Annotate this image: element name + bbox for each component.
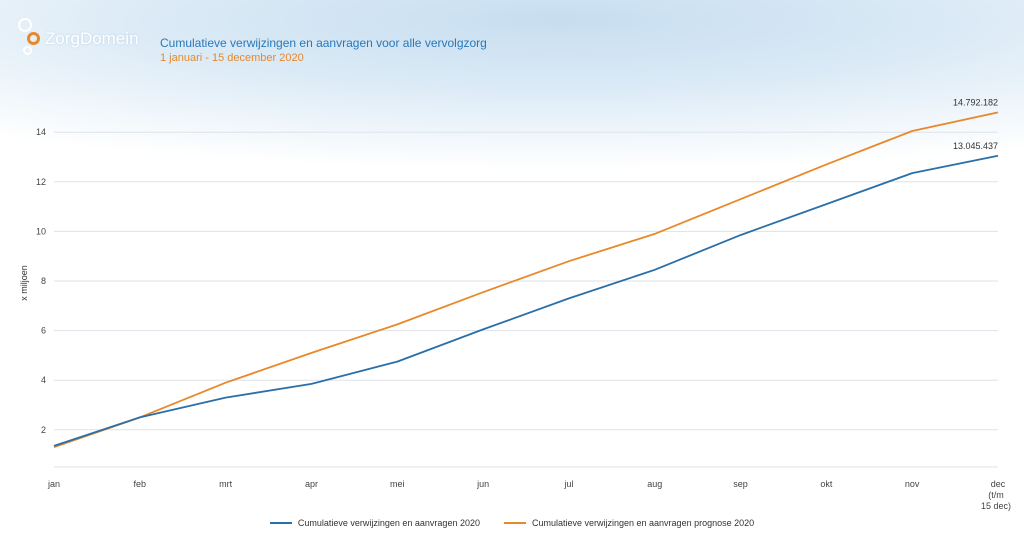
logo-circles-icon	[16, 18, 42, 58]
y-tick-label-2: 2	[41, 425, 46, 435]
legend-label-actual: Cumulatieve verwijzingen en aanvragen 20…	[297, 518, 480, 528]
y-tick-label-6: 6	[41, 326, 46, 336]
legend-swatch-actual	[269, 522, 292, 524]
chart-title: Cumulatieve verwijzingen en aanvragen vo…	[160, 36, 487, 50]
legend-item-actual: Cumulatieve verwijzingen en aanvragen 20…	[269, 518, 480, 528]
chart-subtitle: 1 januari - 15 december 2020	[160, 52, 304, 64]
legend-swatch-forecast	[503, 522, 526, 524]
x-tick-label-jul: jul	[563, 479, 573, 489]
series-line-1	[53, 111, 999, 449]
legend-item-forecast: Cumulatieve verwijzingen en aanvragen pr…	[503, 518, 755, 528]
x-tick-label-dec: dec	[991, 479, 1006, 489]
x-tick-label-feb: feb	[134, 479, 147, 489]
y-tick-label-14: 14	[36, 127, 46, 137]
chart-legend: Cumulatieve verwijzingen en aanvragen 20…	[0, 518, 1024, 528]
x-tick-label-jan: jan	[47, 479, 60, 489]
x-tick-label-mrt: mrt	[219, 479, 232, 489]
x-tick-label-nov: nov	[905, 479, 920, 489]
y-tick-label-8: 8	[41, 276, 46, 286]
y-tick-label-4: 4	[41, 375, 46, 385]
end-value-label-1: 14.792.182	[953, 97, 998, 107]
x-tick-label-apr: apr	[305, 479, 318, 489]
x-tick-label-sep: sep	[733, 479, 748, 489]
x-tick-note-dec-0: (t/m	[988, 490, 1004, 500]
series-line-0	[53, 154, 999, 447]
header-background	[0, 0, 1024, 200]
x-tick-label-aug: aug	[647, 479, 662, 489]
x-tick-label-okt: okt	[820, 479, 833, 489]
x-tick-label-jun: jun	[476, 479, 489, 489]
x-tick-note-dec-1: 15 dec)	[981, 501, 1011, 511]
y-axis-label: x miljoen	[19, 265, 29, 301]
x-tick-label-mei: mei	[390, 479, 405, 489]
y-tick-label-10: 10	[36, 226, 46, 236]
end-value-label-0: 13.045.437	[953, 141, 998, 151]
logo-text: ZorgDomein	[45, 29, 139, 48]
zorgdomein-logo: ZorgDomein	[16, 18, 139, 58]
y-tick-label-12: 12	[36, 177, 46, 187]
legend-label-forecast: Cumulatieve verwijzingen en aanvragen pr…	[531, 518, 755, 528]
